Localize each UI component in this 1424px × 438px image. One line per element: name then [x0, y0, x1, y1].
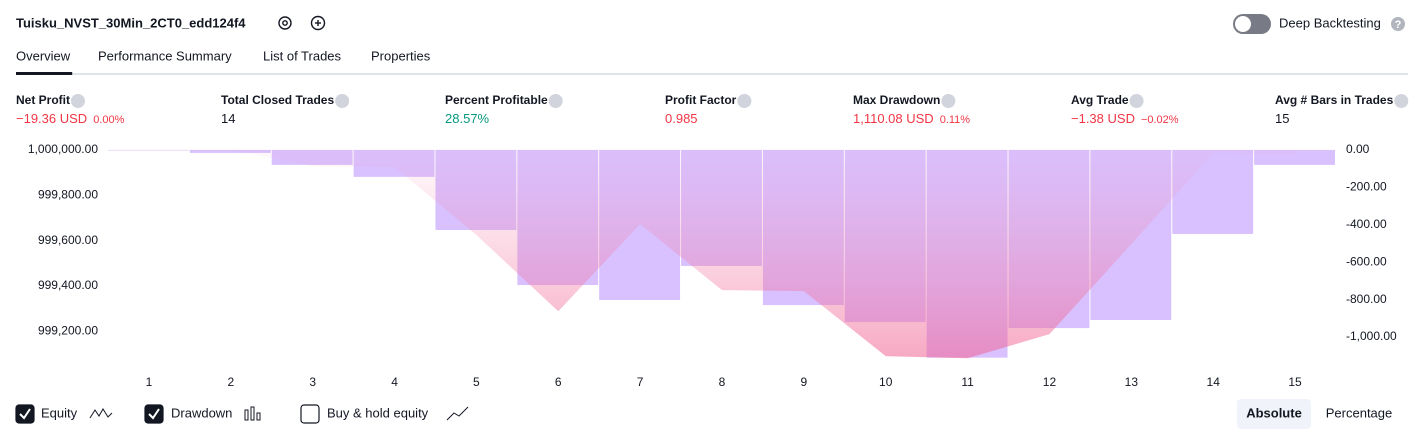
deep-backtesting-label: Deep Backtesting [1279, 15, 1381, 30]
x-tick-label: 14 [1207, 375, 1221, 389]
legend-checkbox[interactable] [144, 404, 164, 424]
x-tick-label: 4 [391, 375, 398, 389]
metric-value-main: −19.36 USD [16, 111, 87, 126]
strategy-title: Tuisku_NVST_30Min_2CT0_edd124f4 [16, 15, 246, 30]
legend-checkbox[interactable] [15, 404, 35, 424]
x-tick-label: 5 [473, 375, 480, 389]
info-icon[interactable] [71, 94, 85, 108]
y2-tick-label: -600.00 [1346, 254, 1387, 268]
add-icon[interactable] [310, 15, 326, 31]
legend-label[interactable]: Drawdown [171, 405, 232, 420]
info-icon[interactable] [1394, 94, 1409, 108]
metric-value: 15 [1275, 111, 1289, 126]
metric-value-main: 0.985 [665, 111, 698, 126]
y-tick-label: 999,800.00 [38, 188, 98, 202]
metric-label: Total Closed Trades [221, 93, 334, 107]
chart: 1,000,000.00 999,800.00 999,600.00 999,400.… [28, 142, 1397, 389]
x-tick-label: 11 [961, 375, 974, 389]
buy-hold-checkbox[interactable] [300, 404, 320, 424]
y-tick-label: 999,400.00 [38, 278, 98, 292]
help-icon[interactable]: ? [1391, 17, 1405, 31]
tab[interactable]: Performance Summary [98, 48, 232, 63]
metric-value-pct: 0.11% [940, 114, 971, 126]
info-icon[interactable] [941, 94, 956, 108]
x-tick-label: 15 [1288, 375, 1302, 389]
metric-value-main: 28.57% [445, 111, 490, 126]
info-icon[interactable] [335, 94, 350, 108]
x-tick-label: 9 [801, 375, 808, 389]
x-tick-label: 7 [637, 375, 644, 389]
legend-icons [89, 406, 469, 421]
x-tick-label: 6 [555, 375, 562, 389]
legend-label[interactable]: Equity [41, 405, 78, 420]
check-mark [148, 408, 160, 420]
x-tick-label: 13 [1125, 375, 1139, 389]
absolute-button[interactable]: Absolute [1246, 405, 1302, 420]
y-tick-label: 1,000,000.00 [28, 142, 98, 156]
metric-value: 28.57% [445, 111, 490, 126]
x-tick-label: 10 [879, 375, 893, 389]
metric-value-main: 1,110.08 USD [853, 111, 934, 126]
x-tick-label: 2 [227, 375, 234, 389]
drawdown-bar [108, 149, 189, 151]
metric-value-main: 14 [221, 111, 235, 126]
buy-hold-label[interactable]: Buy & hold equity [327, 405, 429, 420]
info-icon[interactable] [548, 94, 563, 108]
absolute-button-bg[interactable] [1237, 399, 1311, 429]
settings-icon[interactable] [278, 16, 292, 30]
x-tick-label: 1 [146, 375, 153, 389]
tab[interactable]: Properties [371, 48, 431, 63]
x-tick-label: 3 [309, 375, 316, 389]
active-tab-underline [16, 72, 73, 75]
deep-backtesting-toggle[interactable] [1233, 14, 1271, 34]
metric-value-pct: −0.02% [1141, 114, 1179, 126]
equity-area [148, 149, 1296, 359]
metric-value-pct: 0.00% [93, 114, 124, 126]
drawdown-bar [189, 149, 271, 153]
metric-label: Profit Factor [665, 93, 737, 107]
metric-label: Max Drawdown [853, 93, 940, 107]
x-tick-label: 8 [719, 375, 726, 389]
tab[interactable]: List of Trades [263, 48, 342, 63]
metric-value: −19.36 USD 0.00% [16, 111, 125, 126]
metric-label: Avg # Bars in Trades [1275, 93, 1394, 107]
metric-label: Net Profit [16, 93, 70, 107]
metric-value: 14 [221, 111, 235, 126]
x-tick-label: 12 [1043, 375, 1057, 389]
y-tick-label: 999,200.00 [38, 324, 98, 338]
metric-value: 1,110.08 USD 0.11% [853, 111, 970, 126]
metric-value: 0.985 [665, 111, 698, 126]
metric-value: −1.38 USD −0.02% [1071, 111, 1179, 126]
y2-tick-label: -1,000.00 [1346, 329, 1397, 343]
metric-label: Avg Trade [1071, 93, 1129, 107]
percentage-button[interactable]: Percentage [1326, 405, 1393, 420]
metric-value-main: 15 [1275, 111, 1289, 126]
y2-tick-label: -800.00 [1346, 292, 1387, 306]
info-icon[interactable] [737, 94, 752, 108]
tab[interactable]: Overview [16, 48, 71, 63]
metric-value-main: −1.38 USD [1071, 111, 1135, 126]
check-mark [19, 408, 31, 420]
y-tick-label: 999,600.00 [38, 233, 98, 247]
svg-text:?: ? [1395, 19, 1402, 31]
info-icon[interactable] [1129, 94, 1144, 108]
metric-label: Percent Profitable [445, 93, 548, 107]
y2-tick-label: -200.00 [1346, 180, 1387, 194]
y2-tick-label: -400.00 [1346, 217, 1387, 231]
y2-tick-label: 0.00 [1346, 142, 1370, 156]
